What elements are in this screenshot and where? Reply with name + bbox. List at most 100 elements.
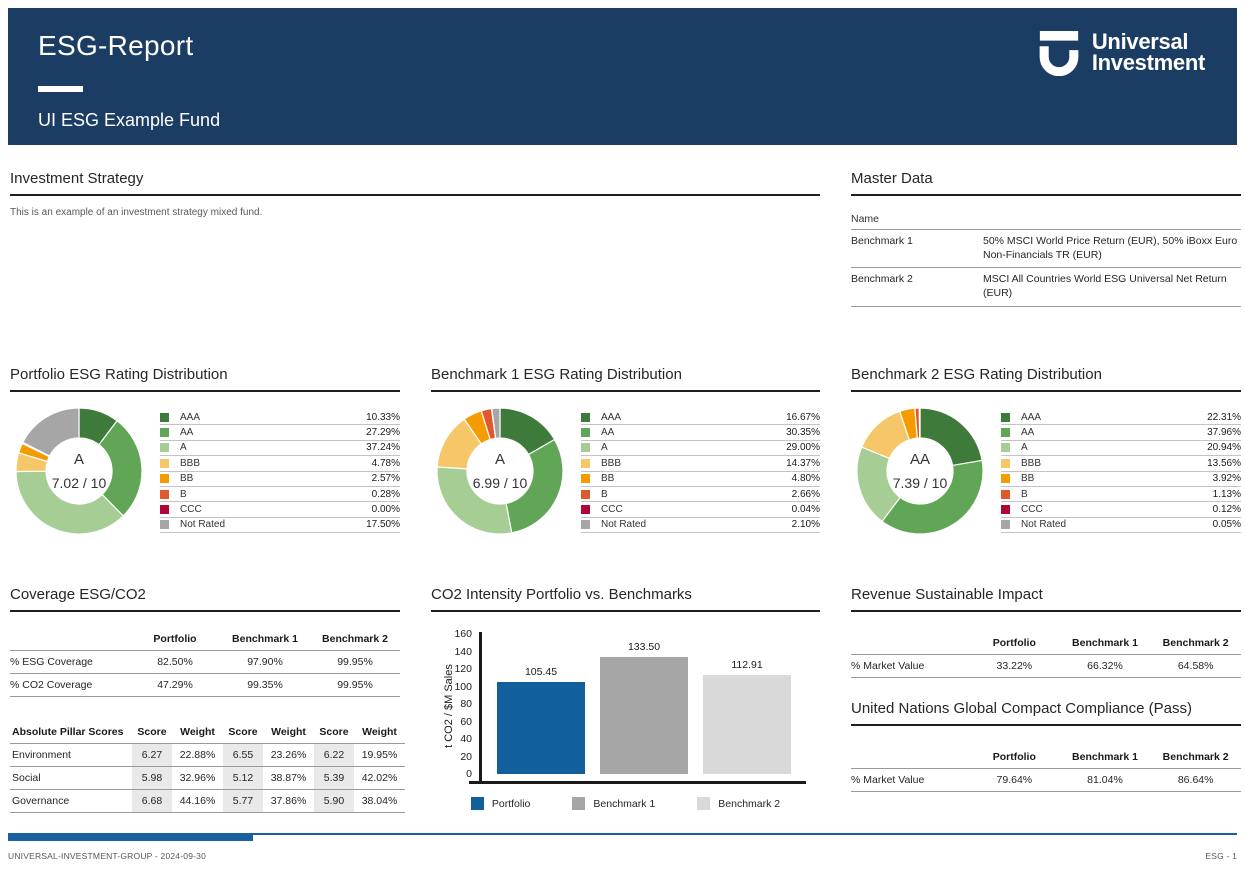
legend-row: AA 37.96% (1001, 425, 1241, 441)
legend-label: AA (1021, 427, 1035, 439)
legend-value: 37.96% (1207, 427, 1241, 439)
cell-value: 97.90% (220, 651, 310, 674)
cell-value: 5.77 (223, 790, 263, 813)
legend-value: 30.35% (786, 427, 820, 439)
legend-value: 17.50% (366, 519, 400, 531)
pillar-scores-table: Absolute Pillar Scores Score Weight Scor… (10, 721, 405, 813)
cell-value: 99.35% (220, 674, 310, 697)
section-title: Benchmark 2 ESG Rating Distribution (851, 366, 1241, 392)
column-header: Weight (354, 721, 405, 744)
legend-row: AA 30.35% (581, 425, 820, 441)
legend-value: 4.78% (371, 457, 400, 469)
legend-swatch-icon (581, 443, 590, 453)
cell-value: 86.64% (1150, 769, 1241, 792)
legend-swatch-icon (160, 505, 169, 515)
legend-row: CCC 0.04% (581, 502, 820, 518)
row-label: Governance (10, 790, 132, 813)
legend-row: Not Rated 17.50% (160, 518, 400, 534)
legend-item: Benchmark 2 (697, 797, 780, 810)
legend-swatch-icon (1001, 520, 1010, 530)
footer-rule (8, 833, 1237, 841)
column-header: Benchmark 2 (1150, 632, 1241, 655)
legend-swatch-icon (581, 474, 590, 484)
column-header: Benchmark 1 (220, 628, 310, 651)
y-tick-label: 20 (460, 750, 472, 763)
cell-value: 23.26% (263, 744, 314, 767)
legend-swatch-icon (160, 489, 169, 499)
y-tick-label: 140 (454, 645, 472, 658)
cell-value: 64.58% (1150, 655, 1241, 678)
benchmark1-esg-rating-section: Benchmark 1 ESG Rating Distribution A 6.… (431, 366, 820, 536)
cell-value: 32.96% (172, 767, 223, 790)
legend-swatch-icon (1001, 443, 1010, 453)
donut-slice (505, 438, 564, 534)
legend-value: 10.33% (366, 411, 400, 423)
donut-slice (22, 407, 80, 457)
benchmark1-label: Benchmark 1 (851, 235, 913, 247)
donut-slice (881, 459, 984, 535)
bar-benchmark-1: 133.50 (600, 641, 688, 774)
legend-value: 0.00% (371, 504, 400, 516)
legend-row: BBB 13.56% (1001, 456, 1241, 472)
legend-value: 37.24% (366, 442, 400, 454)
legend-value: 4.80% (791, 473, 820, 485)
investment-strategy-section: Investment Strategy This is an example o… (10, 170, 820, 307)
cell-value: 6.27 (132, 744, 172, 767)
header-dash-divider (38, 86, 83, 92)
legend-label: AAA (601, 411, 622, 423)
y-tick-label: 80 (460, 698, 472, 710)
legend-swatch-icon (1001, 489, 1010, 499)
universal-investment-logo: Universal Investment (1037, 30, 1205, 76)
bar-plot: 105.45 133.50 112.91 (469, 632, 806, 784)
bar-benchmark-2: 112.91 (703, 659, 791, 774)
cell-value: 19.95% (354, 744, 405, 767)
legend-value: 0.28% (371, 488, 400, 500)
legend-label: BB (1021, 473, 1035, 485)
benchmark2-value: MSCI All Countries World ESG Universal N… (983, 273, 1227, 299)
y-tick-label: 120 (454, 663, 472, 675)
fund-name: UI ESG Example Fund (38, 110, 221, 130)
donut-slice (98, 419, 143, 517)
legend-swatch-icon (160, 443, 169, 453)
chart-legend: Portfolio Benchmark 1 Benchmark 2 (431, 797, 820, 810)
legend-value: 29.00% (786, 442, 820, 454)
row-label: Social (10, 767, 132, 790)
master-data-name-header: Name (851, 208, 1241, 230)
column-header: Score (223, 721, 263, 744)
logo-wordmark: Universal Investment (1092, 30, 1205, 74)
legend-row: BB 4.80% (581, 472, 820, 487)
bar-value-label: 112.91 (731, 659, 763, 672)
legend-value: 27.29% (366, 427, 400, 439)
revenue-impact-section: Revenue Sustainable Impact Portfolio Ben… (851, 586, 1241, 813)
co2-bar-chart: t CO2 / $M Sales 0 20 40 60 80 100 120 140 160 1… (431, 628, 820, 784)
row-label: % Market Value (851, 655, 969, 678)
legend-swatch-icon (1001, 428, 1010, 438)
logo-word-1: Universal (1091, 29, 1189, 54)
legend-label: AA (180, 427, 194, 439)
legend-swatch-icon (581, 489, 590, 499)
row-label: % ESG Coverage (10, 651, 130, 674)
legend-row: AA 27.29% (160, 425, 400, 441)
column-header: Benchmark 2 (1150, 746, 1241, 769)
cell-value: 79.64% (969, 769, 1060, 792)
y-tick-label: 40 (460, 733, 472, 745)
report-header: ESG-Report UI ESG Example Fund Universal… (8, 8, 1237, 145)
legend-value: 0.12% (1212, 504, 1241, 516)
legend-label: AAA (180, 411, 201, 423)
legend-label: A (180, 442, 187, 454)
donut-slice (15, 470, 125, 535)
legend-label: Not Rated (1021, 519, 1067, 531)
legend-row: A 29.00% (581, 441, 820, 457)
cell-value: 5.39 (314, 767, 354, 790)
legend-value: 3.92% (1212, 473, 1241, 485)
legend-row: BB 2.57% (160, 472, 400, 487)
legend-swatch-icon (1001, 412, 1010, 422)
cell-value: 99.95% (310, 674, 400, 697)
legend-swatch-icon (581, 412, 590, 422)
legend-swatch-icon (160, 412, 169, 422)
legend-swatch-icon (160, 458, 169, 468)
portfolio-esg-rating-section: Portfolio ESG Rating Distribution A 7.02… (10, 366, 400, 536)
legend-swatch-icon (160, 520, 169, 530)
legend-label: A (1021, 442, 1028, 454)
column-header: Weight (263, 721, 314, 744)
